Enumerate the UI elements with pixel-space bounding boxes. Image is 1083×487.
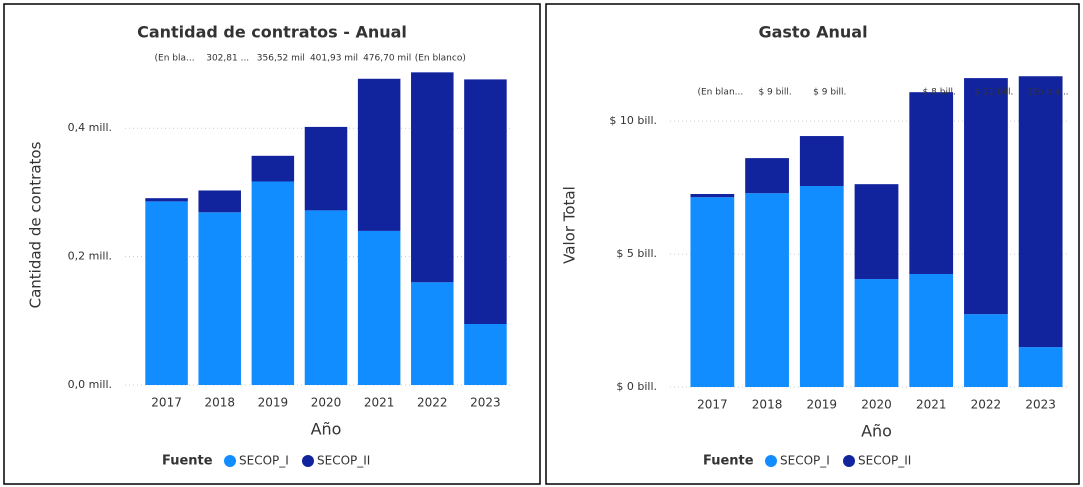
y-tick-label: $ 0 bill. (616, 380, 657, 393)
legend-swatch (843, 455, 855, 467)
bar-segment (411, 72, 454, 283)
x-tick-label: 2021 (364, 396, 395, 410)
y-tick-label: 0,2 mill. (68, 250, 112, 263)
legend-title: Fuente (162, 454, 213, 469)
total-label: (En bla... (155, 54, 195, 64)
bar-segment (357, 230, 401, 385)
bar-segment (304, 126, 348, 211)
y-tick-label: $ 5 bill. (616, 247, 657, 260)
x-tick-label: 2020 (861, 398, 892, 412)
bar-segment (198, 190, 241, 213)
x-tick-label: 2019 (258, 396, 289, 410)
x-tick-label: 2023 (1025, 398, 1056, 412)
x-tick-label: 2020 (311, 396, 342, 410)
bar-segment (357, 78, 401, 231)
x-axis-title: Año (861, 422, 892, 441)
x-tick-label: 2017 (151, 396, 182, 410)
bar-segment (251, 155, 295, 182)
total-label: (En blanco) (415, 54, 466, 64)
total-label: (En blan... (697, 88, 743, 98)
y-tick-label: $ 10 bill. (609, 114, 657, 127)
legend-swatch (765, 455, 777, 467)
x-tick-label: 2019 (807, 398, 838, 412)
bar-segment (854, 184, 899, 280)
x-tick-label: 2022 (417, 396, 448, 410)
bar-segment (145, 201, 188, 385)
bar-segment (854, 279, 899, 387)
legend-swatch (224, 455, 236, 467)
bar-segment (964, 78, 1008, 315)
x-tick-label: 2018 (204, 396, 235, 410)
legend-label: SECOP_I (239, 454, 289, 468)
x-tick-label: 2017 (697, 398, 728, 412)
total-label: 302,81 ... (206, 54, 249, 64)
x-tick-label: 2023 (470, 396, 501, 410)
y-tick-label: 0,0 mill. (68, 378, 112, 391)
bar-segment (799, 136, 844, 187)
total-label: 356,52 mil (257, 54, 305, 64)
x-tick-label: 2022 (971, 398, 1002, 412)
bar-segment (745, 158, 789, 194)
bar-segment (690, 194, 735, 198)
legend-swatch (302, 455, 314, 467)
total-label: $ 9 bill. (758, 88, 791, 98)
x-tick-label: 2018 (752, 398, 783, 412)
legend-label: SECOP_I (780, 454, 830, 468)
bar-segment (909, 92, 954, 275)
y-axis-title: Cantidad de contratos (27, 141, 45, 308)
bar-segment (198, 212, 241, 385)
legend-label: SECOP_II (858, 454, 911, 468)
chart-title: Gasto Anual (758, 23, 867, 42)
chart-title: Cantidad de contratos - Anual (137, 23, 407, 42)
bar-segment (799, 186, 844, 387)
bar-segment (251, 181, 295, 385)
total-label: $ 8 bill. (923, 88, 956, 98)
total-label: $ 9 bill. (813, 88, 846, 98)
legend-label: SECOP_II (317, 454, 370, 468)
bar-segment (464, 79, 507, 325)
bar-segment (1018, 76, 1063, 348)
bar-segment (690, 197, 735, 387)
bar-segment (964, 314, 1008, 387)
x-tick-label: 2021 (916, 398, 947, 412)
bar-segment (411, 282, 454, 385)
total-label: $ 11 bill. (974, 88, 1013, 98)
bar-segment (304, 210, 348, 385)
legend-title: Fuente (703, 454, 754, 469)
bar-segment (909, 274, 954, 387)
total-label: 401,93 mil (310, 54, 358, 64)
total-label: 476,70 mil (363, 54, 411, 64)
y-axis-title: Valor Total (561, 186, 579, 264)
bar-segment (745, 193, 789, 387)
bar-segment (145, 198, 188, 202)
bar-segment (464, 324, 507, 385)
y-tick-label: 0,4 mill. (68, 121, 112, 134)
x-axis-title: Año (311, 420, 342, 439)
bar-segment (1018, 347, 1063, 387)
total-label: (En bla... (1029, 88, 1069, 98)
